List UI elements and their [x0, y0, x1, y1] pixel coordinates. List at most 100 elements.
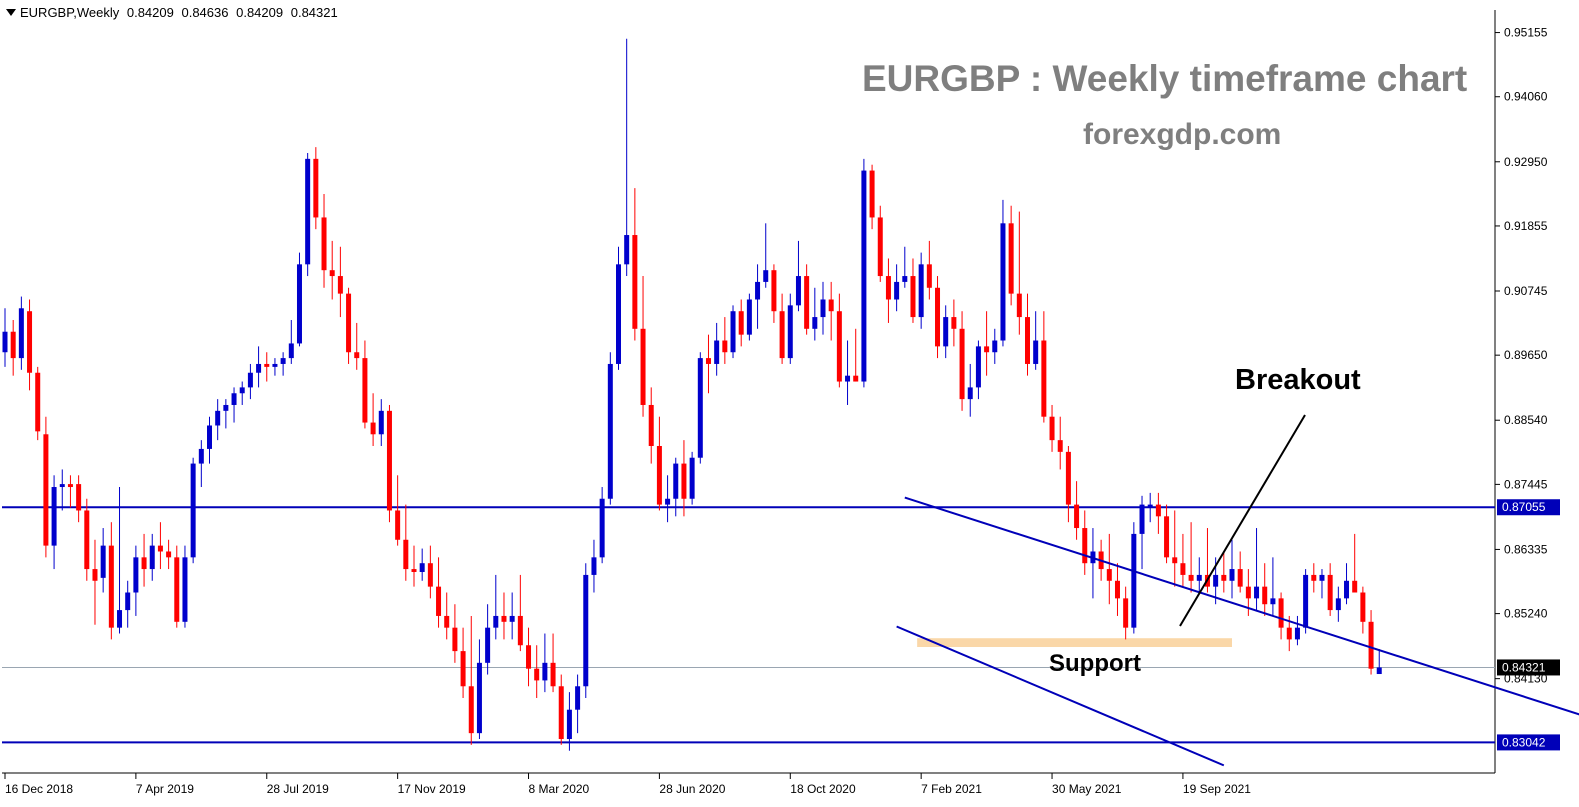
- candle-body: [869, 170, 875, 218]
- price-tick-label: 0.92950: [1504, 155, 1548, 169]
- candle-body: [501, 615, 507, 622]
- candle-body: [1303, 574, 1309, 628]
- candles-layer: [2, 38, 1382, 751]
- candle-body: [190, 463, 196, 558]
- candle-body: [67, 484, 73, 488]
- candle-body: [1025, 317, 1030, 364]
- current-price-label-bg: [1497, 659, 1560, 676]
- candle-body: [264, 363, 270, 367]
- candle-body: [575, 686, 581, 710]
- candle-body: [1147, 504, 1153, 507]
- candle-body: [1041, 340, 1047, 417]
- price-axis: 0.95155 0.94060 0.92950 0.91855 0.90745 0.896…: [1495, 26, 1560, 751]
- candle-body: [321, 217, 327, 271]
- level-price-label-bg: [1497, 734, 1560, 751]
- candle-body: [305, 158, 311, 265]
- open-value: 0.84209: [126, 5, 174, 20]
- candle-body: [108, 545, 114, 628]
- candle-body: [362, 358, 368, 423]
- candle-body: [902, 276, 908, 282]
- candle-body: [665, 498, 671, 505]
- time-tick-label: 17 Nov 2019: [398, 782, 466, 796]
- candle-body: [894, 281, 900, 300]
- candle-body: [624, 235, 630, 265]
- price-tick-label: 0.95155: [1504, 26, 1548, 40]
- candle-body: [1164, 516, 1170, 558]
- trend-channel-line: [904, 496, 1579, 716]
- candle-body: [1254, 586, 1260, 599]
- candle-body: [566, 709, 572, 740]
- candle-body: [296, 264, 302, 344]
- candle-body: [1376, 667, 1382, 675]
- candle-body: [207, 425, 212, 449]
- current-price-label: 0.84321: [1502, 660, 1546, 674]
- candle-body: [845, 375, 851, 382]
- candle-body: [1196, 574, 1202, 581]
- candle-body: [1311, 574, 1317, 581]
- candle-body: [599, 498, 605, 558]
- candle-body: [771, 270, 777, 312]
- candle-body: [877, 217, 883, 277]
- candle-body: [1368, 621, 1374, 669]
- candle-body: [861, 170, 867, 382]
- candle-body: [378, 410, 384, 435]
- candle-body: [648, 404, 654, 446]
- candle-body: [354, 352, 360, 359]
- candle-body: [967, 387, 973, 400]
- candle-body: [1049, 416, 1055, 441]
- candle-body: [117, 610, 123, 628]
- candle-body: [1106, 569, 1112, 581]
- candle-body: [468, 686, 474, 734]
- time-tick-label: 19 Sep 2021: [1183, 782, 1251, 796]
- candle-body: [133, 557, 139, 593]
- candle-body: [76, 484, 82, 511]
- candle-body: [493, 615, 499, 628]
- candle-body: [1131, 533, 1137, 628]
- price-tick-label: 0.89650: [1504, 348, 1548, 362]
- candle-body: [992, 340, 998, 353]
- candle-body: [738, 311, 744, 335]
- candle-body: [92, 569, 98, 581]
- candle-body: [280, 358, 286, 364]
- close-value: 0.84321: [290, 5, 338, 20]
- candle-body: [460, 651, 466, 687]
- candle-body: [329, 270, 335, 277]
- candle-body: [239, 387, 245, 394]
- candle-body: [198, 448, 204, 464]
- candle-body: [1286, 627, 1292, 640]
- price-tick-label: 0.86335: [1504, 542, 1548, 556]
- candle-body: [223, 404, 229, 411]
- candle-body: [1344, 580, 1350, 599]
- candle-body: [616, 264, 621, 364]
- candle-body: [975, 346, 981, 388]
- level-price-label: 0.83042: [1502, 735, 1546, 749]
- candle-body: [681, 463, 687, 499]
- time-tick-label: 28 Jul 2019: [267, 782, 329, 796]
- candle-body: [1123, 598, 1129, 628]
- candle-body: [1294, 627, 1300, 640]
- chart-title-annotation: EURGBP : Weekly timeframe chart: [862, 58, 1468, 99]
- candle-body: [558, 686, 564, 740]
- candle-body: [59, 484, 65, 488]
- candle-body: [591, 557, 597, 575]
- candle-body: [1237, 569, 1243, 587]
- candle-body: [689, 457, 695, 499]
- level-lines-layer: [2, 506, 1495, 744]
- price-tick-label: 0.91855: [1504, 219, 1548, 233]
- candle-body: [149, 545, 155, 570]
- candle-body: [427, 563, 433, 587]
- candle-body: [337, 276, 343, 294]
- candle-body: [714, 340, 720, 364]
- chart-header: EURGBP,Weekly 0.84209 0.84636 0.84209 0.…: [6, 5, 342, 20]
- candle-body: [1065, 451, 1071, 505]
- candle-body: [1155, 504, 1161, 517]
- candle-body: [35, 372, 41, 432]
- candle-body: [346, 293, 352, 353]
- dropdown-triangle-icon[interactable]: [6, 9, 16, 16]
- candle-body: [1319, 574, 1325, 581]
- candle-body: [959, 328, 965, 400]
- candle-body: [288, 343, 294, 359]
- candle-body: [1057, 440, 1063, 452]
- candle-body: [256, 363, 262, 373]
- candle-body: [174, 557, 180, 622]
